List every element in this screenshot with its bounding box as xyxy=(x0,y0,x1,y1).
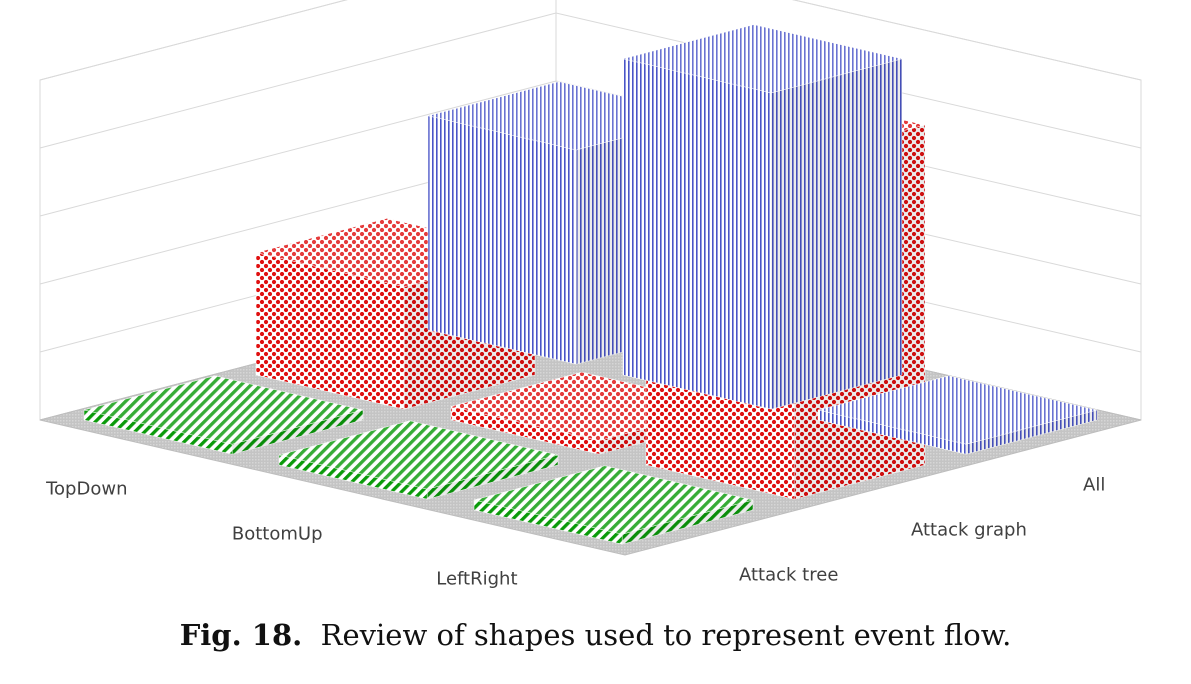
bar-all-leftright xyxy=(817,375,1098,455)
category-label: LeftRight xyxy=(436,569,517,590)
caption-label: Fig. 18. xyxy=(179,618,303,652)
bar-all-bottomup xyxy=(622,24,903,410)
bar-attack-tree-bottomup xyxy=(278,420,559,500)
bars xyxy=(83,24,1098,545)
caption-text: Review of shapes used to represent event… xyxy=(320,618,1012,652)
series-label: All xyxy=(1083,475,1105,496)
bar-attack-tree-topdown xyxy=(83,375,364,455)
series-label: Attack graph xyxy=(911,520,1027,541)
category-label: BottomUp xyxy=(232,524,323,545)
bar-attack-tree-leftright xyxy=(473,465,754,545)
series-label: Attack tree xyxy=(739,565,838,586)
series-axis-labels: All Attack graph Attack tree xyxy=(739,475,1105,586)
gridline xyxy=(39,12,1142,149)
gridline xyxy=(39,80,1142,217)
figure-caption: Fig. 18. Review of shapes used to repres… xyxy=(0,618,1191,652)
category-labels: TopDown BottomUp LeftRight xyxy=(45,479,517,590)
category-label: TopDown xyxy=(45,479,127,500)
gridline xyxy=(39,0,1142,81)
